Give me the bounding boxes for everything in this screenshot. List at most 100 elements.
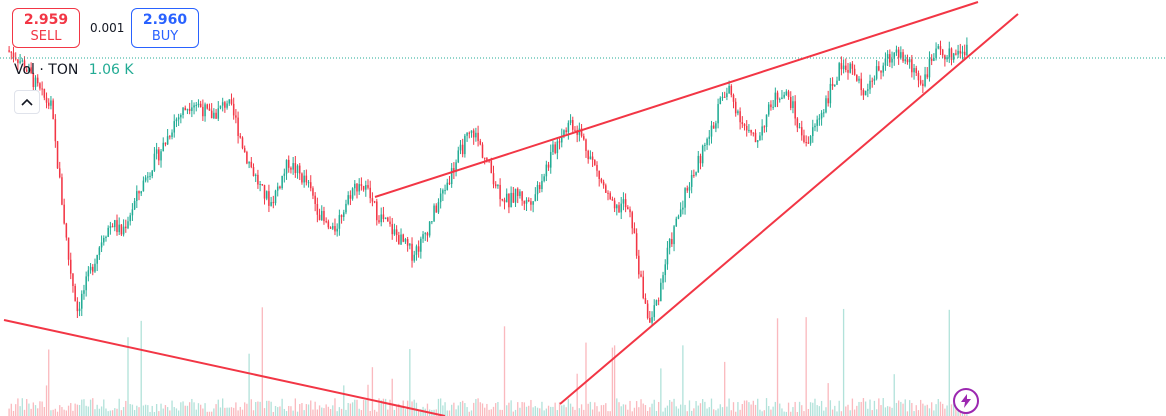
volume-bar	[173, 406, 175, 416]
candle-body	[393, 229, 396, 235]
candle-body	[856, 74, 858, 81]
candle-body	[605, 185, 607, 193]
candle-body	[919, 80, 922, 84]
volume-bar	[448, 410, 451, 416]
volume-bar	[686, 411, 688, 416]
volume-bar	[499, 409, 501, 416]
volume-bar	[116, 408, 118, 416]
volume-bar	[787, 402, 790, 416]
candle-body	[807, 142, 810, 144]
candle-body	[279, 186, 281, 189]
volume-bar	[873, 400, 876, 416]
volume-bar	[107, 411, 109, 416]
candle-body	[514, 188, 517, 203]
candle-body	[369, 187, 371, 199]
volume-bar	[768, 406, 770, 416]
candle-body	[318, 214, 321, 221]
volume-bar	[622, 404, 625, 416]
volume-bar	[556, 410, 559, 416]
candle-body	[585, 139, 587, 151]
volume-bar	[794, 401, 796, 416]
volume-bar	[721, 407, 724, 416]
candle-body	[558, 141, 561, 143]
volume-bar	[512, 411, 514, 416]
candle-body	[521, 191, 523, 201]
volume-bar	[774, 401, 776, 416]
sell-button[interactable]: 2.959 SELL	[12, 8, 80, 48]
candle-body	[109, 226, 112, 228]
candle-body	[917, 73, 920, 81]
volume-bar	[851, 398, 854, 416]
volume-bar	[338, 407, 341, 416]
spread-value: 0.001	[90, 21, 125, 35]
candle-body	[715, 123, 717, 129]
volume-bar	[748, 402, 750, 416]
volume-bar	[122, 407, 125, 416]
volume-bar	[477, 398, 479, 416]
buy-price: 2.960	[142, 12, 188, 28]
flash-button[interactable]	[953, 388, 979, 414]
volume-bar	[702, 399, 704, 416]
candle-body	[783, 94, 785, 98]
volume-bar	[89, 399, 92, 416]
candle-body	[516, 188, 519, 196]
candle-body	[834, 84, 836, 86]
volume-bar	[746, 400, 748, 416]
candle-body	[902, 52, 904, 62]
candle-body	[72, 273, 74, 286]
volume-bar	[459, 401, 462, 416]
volume-bar	[125, 400, 127, 416]
volume-bar	[823, 410, 825, 416]
volume-bar	[666, 405, 669, 416]
candle-body	[17, 59, 19, 63]
candle-body	[343, 212, 345, 217]
volume-bar	[536, 407, 539, 416]
volume-bar	[783, 411, 785, 416]
candle-body	[805, 142, 807, 144]
candle-body	[83, 290, 85, 294]
volume-bar	[365, 400, 367, 416]
collapse-legend-button[interactable]	[14, 90, 40, 114]
volume-bar	[250, 399, 252, 416]
volume-bar	[336, 411, 338, 416]
candle-body	[840, 63, 843, 70]
volume-bar	[497, 401, 499, 416]
candle-body	[283, 173, 286, 176]
volume-bar	[790, 411, 792, 416]
candle-body	[45, 97, 48, 103]
candle-body	[158, 149, 160, 161]
volume-bar	[875, 409, 878, 416]
candle-body	[204, 104, 206, 117]
volume-bar	[224, 407, 226, 416]
buy-button[interactable]: 2.960 BUY	[131, 8, 199, 48]
candle-body	[272, 202, 275, 204]
candle-body	[800, 127, 803, 136]
candle-body	[349, 195, 352, 199]
candle-body	[756, 140, 759, 143]
candle-body	[323, 210, 325, 222]
volume-bar	[356, 399, 358, 416]
candle-body	[316, 203, 319, 215]
candle-body	[80, 293, 83, 309]
lightning-icon	[961, 394, 971, 408]
volume-bar	[56, 411, 59, 416]
candle-body	[864, 90, 867, 96]
candle-body	[298, 165, 301, 174]
volume-bar	[724, 361, 726, 416]
candle-body	[180, 114, 182, 118]
candle-body	[933, 57, 935, 61]
candle-body	[448, 182, 451, 185]
candle-body	[490, 160, 493, 174]
candle-body	[265, 191, 268, 199]
volume-bar	[318, 405, 321, 416]
volume-bar	[629, 400, 631, 416]
candle-body	[268, 191, 270, 206]
candle-body	[726, 93, 728, 97]
volume-bar	[96, 404, 98, 416]
volume-bar	[12, 410, 15, 416]
candle-body	[776, 92, 779, 100]
volume-bar	[255, 402, 257, 416]
volume-bar	[244, 402, 246, 416]
volume-bar	[501, 409, 503, 416]
